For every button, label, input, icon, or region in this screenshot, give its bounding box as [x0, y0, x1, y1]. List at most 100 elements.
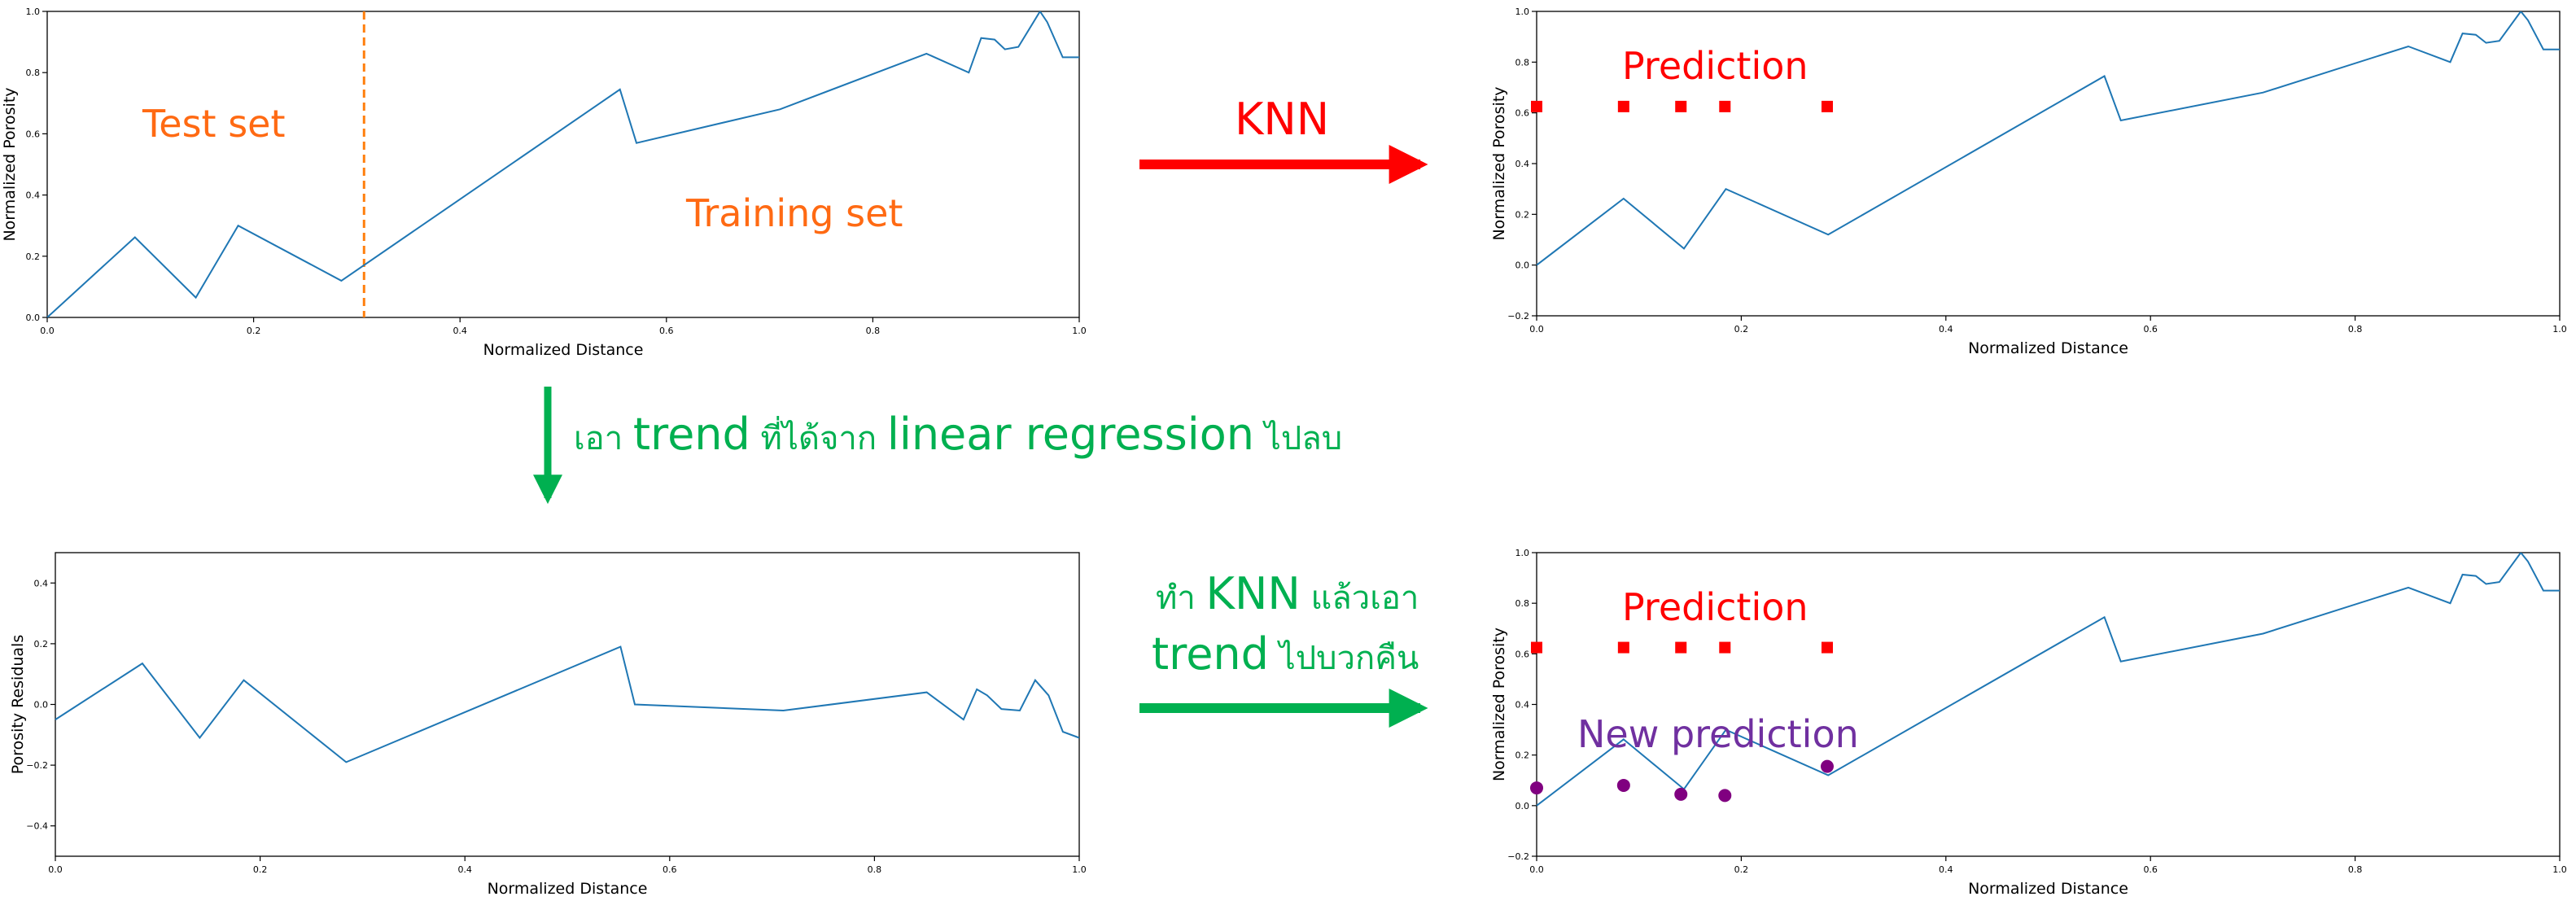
y-tick-label: 0.2 — [26, 251, 41, 262]
remove-trend-text: เอา trend ที่ได้จาก linear regression ไป… — [574, 409, 1342, 460]
new-prediction-point — [1530, 781, 1543, 795]
y-tick-label: 1.0 — [1515, 548, 1530, 558]
new-prediction-point — [1820, 759, 1834, 773]
y-axis-label: Normalized Porosity — [1, 87, 19, 241]
remove-trend-text-4: linear regression — [887, 409, 1254, 460]
prediction-point — [1719, 100, 1731, 112]
x-tick-label: 0.6 — [659, 326, 674, 336]
x-tick-label: 0.2 — [247, 326, 261, 336]
new-prediction-point — [1616, 778, 1630, 792]
y-axis-label: Normalized Porosity — [1490, 86, 1508, 240]
series-line — [1536, 11, 2560, 266]
series-line — [46, 11, 1079, 317]
plot-data-area — [1536, 553, 2560, 807]
plot-data-area — [55, 645, 1079, 763]
test-set-label: Test set — [142, 102, 286, 146]
y-tick-label: 0.4 — [1515, 159, 1530, 169]
y-tick-label: 0.2 — [1515, 209, 1530, 220]
prediction-point — [1675, 100, 1687, 112]
x-tick-label: 0.8 — [2348, 864, 2363, 875]
remove-trend-text-2: trend — [633, 409, 750, 460]
y-axis-label: Normalized Porosity — [1490, 628, 1508, 781]
x-tick-label: 0.4 — [1939, 324, 1953, 335]
x-axis-label: Normalized Distance — [488, 880, 648, 898]
y-tick-label: −0.2 — [1507, 311, 1529, 321]
x-tick-label: 0.2 — [1734, 864, 1749, 875]
new-prediction-point — [1718, 789, 1732, 803]
prediction-point — [1531, 641, 1542, 654]
y-tick-label: 0.8 — [1515, 57, 1530, 68]
plot-frame — [46, 11, 1080, 318]
new-prediction-label: New prediction — [1577, 712, 1859, 756]
y-tick-label: 0.8 — [26, 68, 41, 78]
plot-data-area — [1536, 11, 2560, 266]
x-tick-label: 0.6 — [2143, 324, 2158, 335]
remove-trend-text-3: ที่ได้จาก — [750, 416, 887, 457]
x-axis-label: Normalized Distance — [1968, 880, 2128, 898]
y-tick-label: 1.0 — [1515, 7, 1530, 17]
y-tick-label: 1.0 — [26, 7, 41, 17]
y-tick-label: 0.6 — [1515, 108, 1530, 119]
x-tick-label: 0.4 — [453, 326, 467, 336]
series-line — [55, 645, 1079, 763]
x-tick-label: 0.0 — [1529, 324, 1544, 335]
x-tick-label: 1.0 — [1072, 326, 1087, 336]
y-tick-label: 0.8 — [1515, 598, 1530, 609]
y-axis-label: Porosity Residuals — [9, 635, 27, 774]
y-tick-label: 0.0 — [1515, 801, 1530, 811]
chart-panel-top-left: 0.0 0.2 0.4 0.6 0.8 1.0 0.0 0.2 0.4 0.6 0.8 1.0 Norm… — [1, 7, 1087, 359]
knn-add-trend-line1: ทำ KNN แล้วเอา — [1156, 568, 1419, 619]
y-tick-label: 0.0 — [34, 700, 49, 711]
y-tick-label: 0.6 — [26, 129, 41, 139]
x-tick-label: 0.8 — [2348, 324, 2363, 335]
x-tick-label: 0.8 — [866, 326, 881, 336]
prediction-label-bottom: Prediction — [1622, 585, 1808, 629]
chart-panel-bottom-left: 0.0 0.2 0.4 0.6 0.8 1.0 −0.4 −0.2 0.0 0.2 0.4 Norma… — [9, 552, 1087, 898]
new-prediction-point — [1674, 787, 1688, 801]
remove-trend-text-1: เอา — [574, 420, 633, 457]
x-tick-label: 0.2 — [1734, 324, 1749, 335]
x-tick-label: 0.0 — [40, 326, 55, 336]
x-tick-label: 0.8 — [868, 864, 882, 875]
knn-label: KNN — [1235, 94, 1329, 145]
plot-frame — [55, 552, 1080, 857]
plot-data-area — [46, 11, 1079, 317]
prediction-point — [1719, 641, 1731, 654]
prediction-label-top: Prediction — [1622, 44, 1808, 88]
x-tick-label: 0.6 — [2143, 864, 2158, 875]
x-axis-label: Normalized Distance — [483, 341, 644, 359]
x-tick-label: 0.6 — [663, 864, 677, 875]
y-tick-label: −0.4 — [26, 821, 48, 832]
prediction-point — [1821, 641, 1833, 654]
prediction-point — [1821, 100, 1833, 112]
y-tick-label: 0.2 — [34, 639, 49, 650]
prediction-point — [1531, 100, 1542, 112]
y-tick-label: 0.0 — [1515, 260, 1530, 271]
knn-add-trend-line1-b: KNN — [1206, 568, 1301, 619]
remove-trend-text-5: ไปลบ — [1254, 420, 1342, 457]
prediction-point — [1617, 100, 1629, 112]
knn-add-trend-line2: trend ไปบวกคืน — [1152, 628, 1419, 680]
y-tick-label: −0.2 — [26, 760, 48, 771]
knn-add-trend-line1-c: แล้วเอา — [1301, 580, 1419, 617]
y-tick-label: 0.4 — [26, 190, 41, 201]
y-tick-label: 0.6 — [1515, 649, 1530, 659]
knn-add-trend-line2-b: ไปบวกคืน — [1269, 640, 1419, 677]
x-tick-label: 1.0 — [2552, 864, 2567, 875]
x-tick-label: 0.4 — [1939, 864, 1953, 875]
x-tick-label: 0.0 — [48, 864, 63, 875]
chart-panel-top-right: 0.0 0.2 0.4 0.6 0.8 1.0−0.20.00.20.40.60.81.0… — [1490, 7, 2567, 357]
x-axis-label: Normalized Distance — [1968, 339, 2128, 357]
prediction-point — [1675, 641, 1687, 654]
training-set-label: Training set — [685, 191, 903, 235]
x-tick-label: 0.0 — [1529, 864, 1544, 875]
y-tick-label: 0.4 — [1515, 700, 1530, 711]
x-tick-label: 0.2 — [253, 864, 268, 875]
series-line — [1536, 553, 2560, 807]
chart-panel-bottom-right: 0.0 0.2 0.4 0.6 0.8 1.0−0.20.00.20.40.60.81.0… — [1490, 548, 2567, 898]
y-tick-label: 0.0 — [26, 313, 41, 323]
knn-add-trend-line1-a: ทำ — [1156, 580, 1206, 617]
prediction-point — [1617, 641, 1629, 654]
x-tick-label: 1.0 — [1072, 864, 1087, 875]
